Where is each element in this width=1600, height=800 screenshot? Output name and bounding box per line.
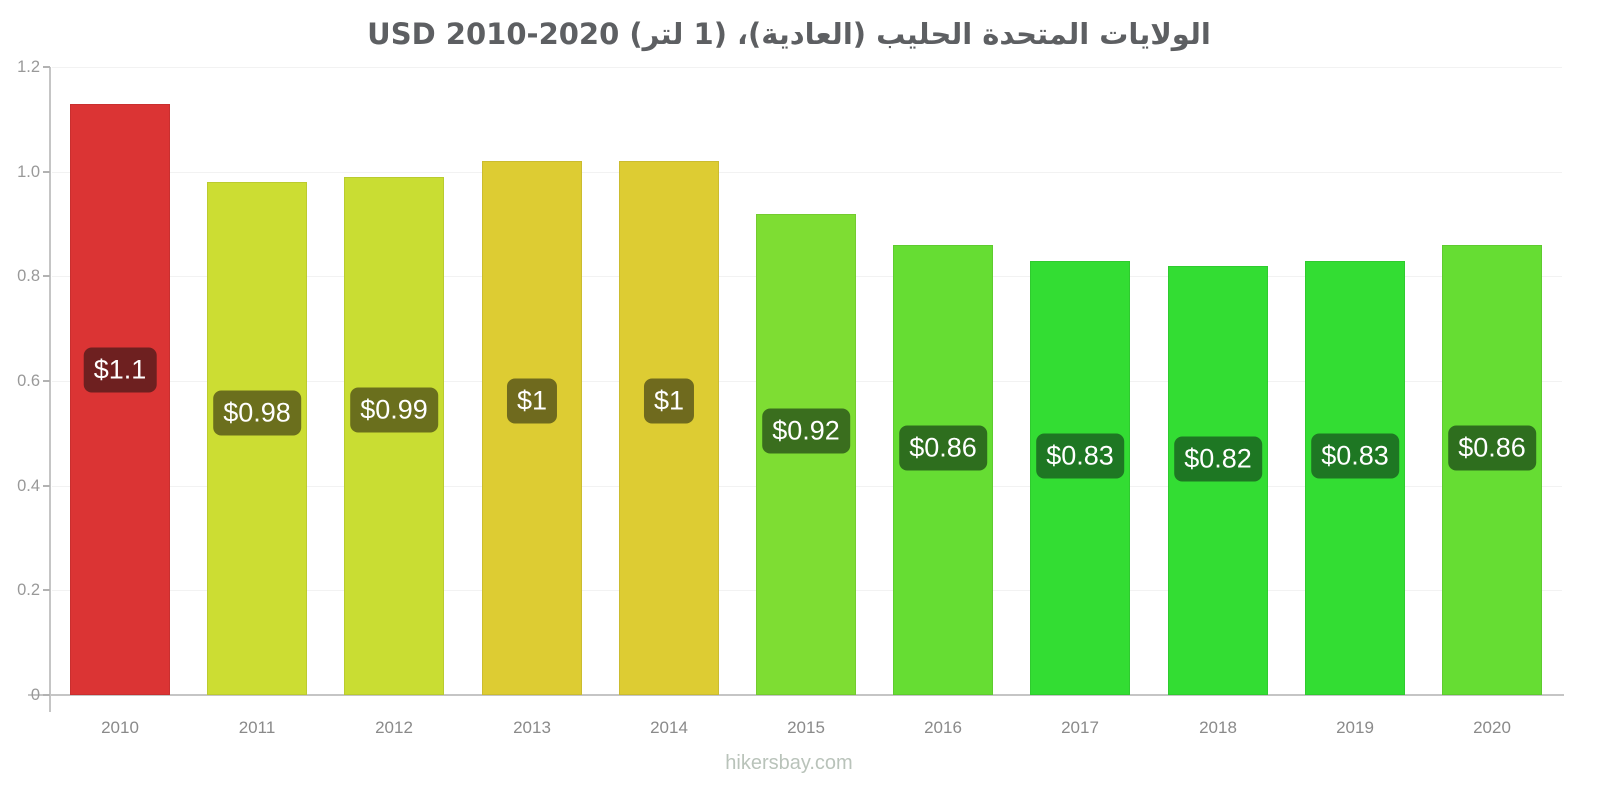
bar-2016: $0.86 <box>893 245 993 695</box>
bar-value-label: $0.83 <box>1036 433 1124 479</box>
bar-2010: $1.1 <box>70 104 170 695</box>
bar-value-label: $1 <box>506 378 558 424</box>
bar-value-label: $1 <box>643 378 695 424</box>
x-axis-label: 2010 <box>101 718 139 737</box>
y-axis-tick <box>43 171 50 173</box>
y-axis-label: 0.2 <box>17 581 40 599</box>
x-axis-line <box>28 694 1564 696</box>
bar-2011: $0.98 <box>207 182 307 695</box>
x-axis-label: 2013 <box>513 718 551 737</box>
gridline <box>52 67 1562 68</box>
bar-value-label: $0.83 <box>1311 433 1399 479</box>
x-axis-label: 2011 <box>238 718 276 737</box>
y-axis-tick <box>43 694 50 696</box>
bar-value-label: $0.86 <box>1448 425 1536 471</box>
y-axis-label: 0.8 <box>17 267 40 285</box>
y-axis-label: 1.2 <box>17 58 40 76</box>
bar-2018: $0.82 <box>1168 266 1268 695</box>
y-axis-tick <box>43 66 50 68</box>
bar-2019: $0.83 <box>1305 261 1405 695</box>
chart-title: الولايات المتحدة الحليب (العادية)، (1 لت… <box>367 17 1211 51</box>
y-axis-label: 0.4 <box>17 477 40 495</box>
bar-2015: $0.92 <box>756 214 856 695</box>
bar-2013: $1 <box>482 161 582 695</box>
x-axis-label: 2019 <box>1336 718 1374 737</box>
x-axis-label: 2016 <box>924 718 962 737</box>
bar-2014: $1 <box>619 161 719 695</box>
watermark: hikersbay.com <box>725 752 853 774</box>
bar-2017: $0.83 <box>1030 261 1130 695</box>
x-axis-label: 2017 <box>1061 718 1099 737</box>
y-axis-label: 1.0 <box>17 163 40 181</box>
bar-value-label: $0.86 <box>899 425 987 471</box>
bar-value-label: $0.98 <box>213 390 301 436</box>
y-axis-tick <box>43 485 50 487</box>
y-axis-tick <box>43 380 50 382</box>
y-axis-label: 0 <box>30 686 40 704</box>
bar-value-label: $0.82 <box>1174 436 1262 482</box>
x-axis-label: 2018 <box>1199 718 1237 737</box>
bar-value-label: $0.99 <box>350 387 438 433</box>
x-axis-label: 2012 <box>375 718 413 737</box>
y-axis-tick <box>43 275 50 277</box>
y-axis-line <box>49 67 51 712</box>
bar-value-label: $0.92 <box>762 408 850 454</box>
x-axis-label: 2015 <box>787 718 825 737</box>
bar-2012: $0.99 <box>344 177 444 695</box>
x-axis-label: 2020 <box>1473 718 1511 737</box>
y-axis-tick <box>43 589 50 591</box>
y-axis-label: 0.6 <box>17 372 40 390</box>
bar-value-label: $1.1 <box>83 347 157 393</box>
bar-2020: $0.86 <box>1442 245 1542 695</box>
gridline <box>52 172 1562 173</box>
x-axis-label: 2014 <box>650 718 688 737</box>
